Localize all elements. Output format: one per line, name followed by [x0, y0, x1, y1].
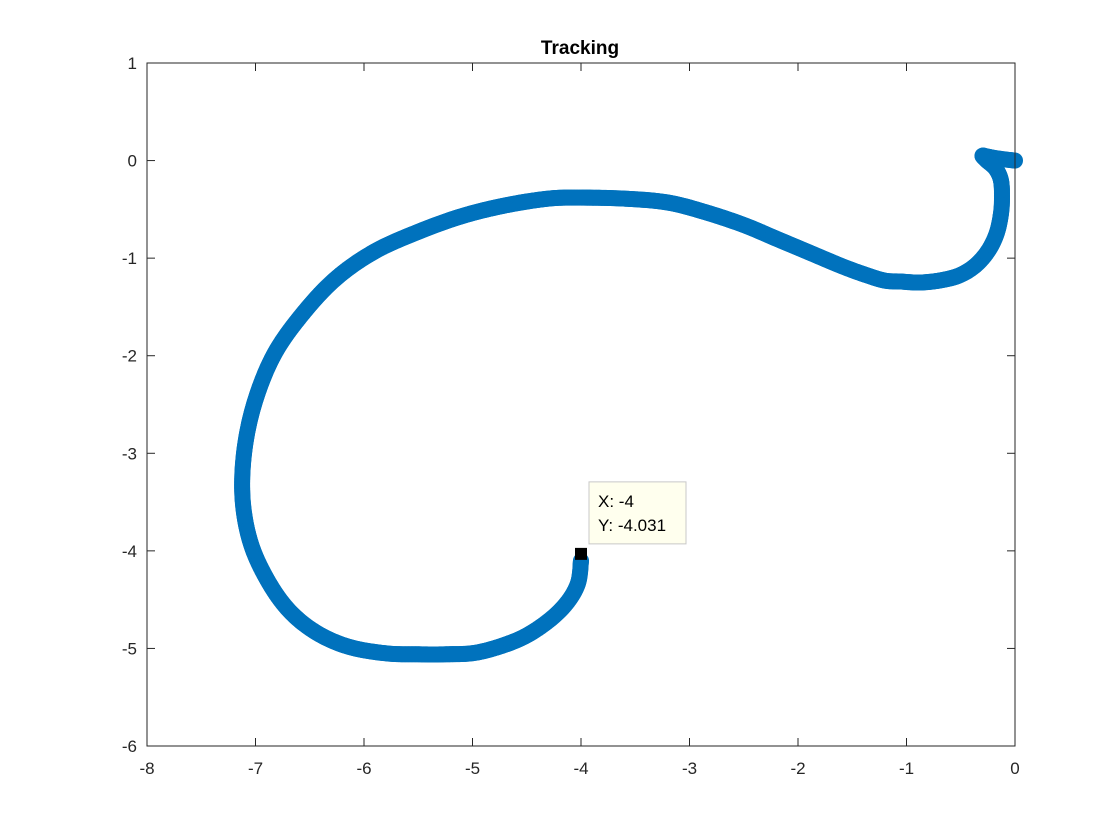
data-tip[interactable]: X: -4 Y: -4.031: [575, 481, 687, 560]
chart-title: Tracking: [541, 38, 619, 59]
axes-box: [146, 62, 1016, 747]
data-tip-box[interactable]: [588, 481, 687, 545]
y-tick-label: -6: [122, 737, 137, 756]
x-tick-label: -4: [573, 759, 588, 778]
y-tick-label: -1: [122, 249, 137, 268]
y-tick-label: -3: [122, 444, 137, 463]
y-tick-label: -2: [122, 347, 137, 366]
x-tick-label: 0: [1010, 759, 1019, 778]
y-tick-label: 0: [128, 152, 137, 171]
data-tip-marker[interactable]: [575, 547, 587, 560]
y-tick-label: -5: [122, 639, 137, 658]
trajectory-series: [234, 147, 1023, 663]
plot-area[interactable]: [147, 63, 1015, 746]
x-tick-label: -1: [899, 759, 914, 778]
x-tick-label: -8: [139, 759, 154, 778]
plot-axes[interactable]: -8 -7 -6 -5 -4 -3 -2 -1 0 1 0 -1 -2 -3 -4 -5 -6: [122, 54, 1023, 778]
data-tip-x-value: X: -4: [598, 492, 634, 511]
x-tick-label: -6: [356, 759, 371, 778]
y-tick-label: -4: [122, 542, 137, 561]
data-tip-y-value: Y: -4.031: [598, 516, 666, 535]
tick-labels: -8 -7 -6 -5 -4 -3 -2 -1 0 1 0 -1 -2 -3 -4 -5 -6: [122, 54, 1020, 778]
x-tick-label: -3: [682, 759, 697, 778]
x-tick-label: -5: [465, 759, 480, 778]
x-tick-label: -2: [790, 759, 805, 778]
y-tick-label: 1: [128, 54, 137, 73]
x-tick-label: -7: [248, 759, 263, 778]
